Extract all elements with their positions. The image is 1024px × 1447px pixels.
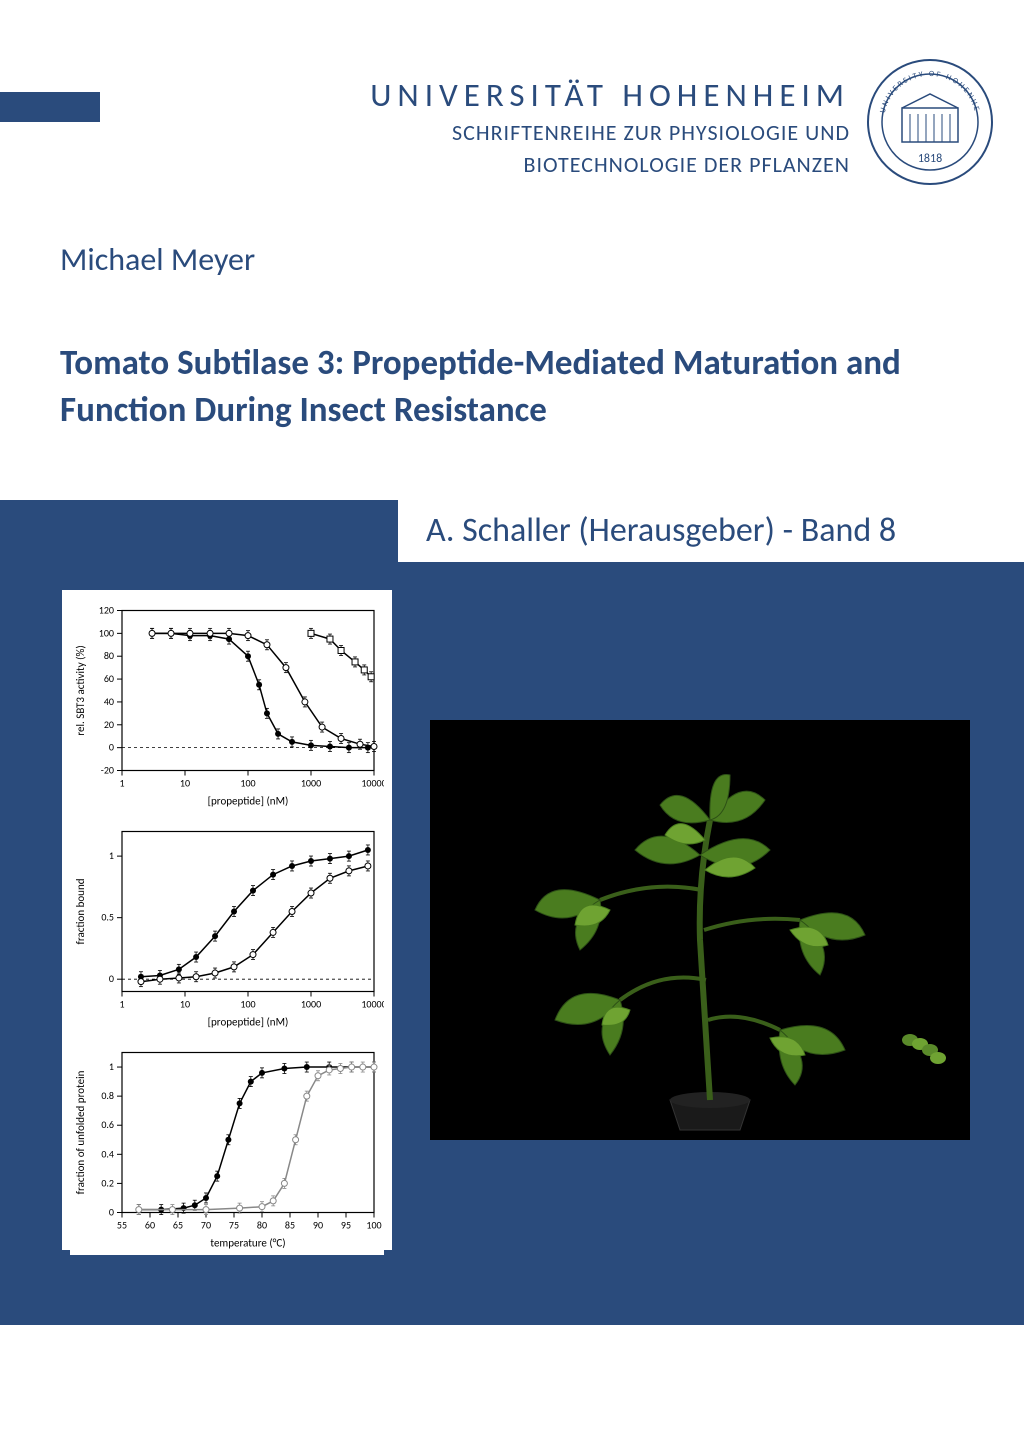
svg-text:60: 60 (104, 672, 114, 685)
svg-text:75: 75 (229, 1219, 239, 1232)
svg-text:1000: 1000 (301, 998, 321, 1011)
svg-text:95: 95 (341, 1219, 351, 1232)
svg-text:100: 100 (99, 626, 114, 639)
svg-text:40: 40 (104, 695, 114, 708)
svg-text:fraction of unfolded protein: fraction of unfolded protein (74, 1070, 87, 1194)
series-subtitle-1: SCHRIFTENREIHE ZUR PHYSIOLOGIE UND (240, 119, 850, 147)
svg-text:1000: 1000 (301, 777, 321, 790)
svg-text:100: 100 (240, 777, 255, 790)
svg-text:65: 65 (173, 1219, 183, 1232)
chart-activity: 1 10 100 1000 10000 -20 0 20 40 60 80 100 120 [propep… (70, 598, 384, 813)
header-text-block: UNIVERSITÄT HOHENHEIM SCHRIFTENREIHE ZUR… (240, 75, 850, 178)
svg-text:55: 55 (117, 1219, 127, 1232)
publisher-text: Cuvillier Verlag Göttingen International… (160, 1351, 503, 1409)
svg-text:0.4: 0.4 (101, 1147, 114, 1160)
svg-text:80: 80 (104, 649, 114, 662)
svg-text:70: 70 (201, 1219, 211, 1232)
svg-text:80: 80 (257, 1219, 267, 1232)
chart-binding: 1 10 100 1000 10000 0 0.5 1 [propeptide] (nM) fra… (70, 819, 384, 1034)
university-name: UNIVERSITÄT HOHENHEIM (240, 75, 850, 115)
svg-text:[propeptide] (nM): [propeptide] (nM) (208, 795, 289, 808)
svg-text:0.6: 0.6 (101, 1118, 114, 1131)
seal-year: 1818 (918, 152, 942, 166)
svg-text:fraction bound: fraction bound (74, 879, 87, 945)
svg-text:1: 1 (109, 849, 114, 862)
book-title: Tomato Subtilase 3: Propeptide-Mediated … (60, 340, 960, 435)
svg-text:0: 0 (109, 972, 114, 985)
svg-text:10: 10 (180, 777, 190, 790)
author-name: Michael Meyer (60, 240, 255, 279)
svg-text:[propeptide] (nM): [propeptide] (nM) (208, 1016, 289, 1029)
svg-text:20: 20 (104, 718, 114, 731)
accent-bar (0, 92, 100, 122)
editor-box: A. Schaller (Herausgeber) - Band 8 (398, 500, 1024, 562)
plant-photo (430, 720, 970, 1140)
svg-text:10000: 10000 (361, 998, 384, 1011)
svg-text:85: 85 (285, 1219, 295, 1232)
svg-text:1: 1 (119, 998, 124, 1011)
charts-panel: 110100100010000-20020406080100120[propep… (62, 590, 392, 1250)
svg-text:0.2: 0.2 (101, 1176, 114, 1189)
svg-text:0.5: 0.5 (101, 911, 114, 924)
university-seal-icon: UNIVERSITY OF HOHENHE 1818 (866, 58, 994, 186)
svg-text:-20: -20 (101, 764, 114, 777)
svg-text:1: 1 (109, 1060, 114, 1073)
svg-text:temperature (°C): temperature (°C) (210, 1237, 285, 1250)
svg-text:10000: 10000 (361, 777, 384, 790)
svg-text:rel. SBT3 activity (%): rel. SBT3 activity (%) (74, 645, 87, 735)
chart-unfolding: 55 60 65 70 75 80 85 90 95 100 0 0.2 0.4 0.6 0.8 1 tempe… (70, 1040, 384, 1255)
svg-text:90: 90 (313, 1219, 323, 1232)
svg-text:0.8: 0.8 (101, 1089, 114, 1102)
series-subtitle-2: BIOTECHNOLOGIE DER PFLANZEN (240, 151, 850, 179)
svg-text:100: 100 (366, 1219, 381, 1232)
publisher-logo-icon (70, 1357, 140, 1407)
svg-text:0: 0 (109, 741, 114, 754)
publisher-name: Cuvillier Verlag Göttingen (160, 1351, 503, 1390)
publisher-tagline: Internationaler wissenschaftlicher Fachv… (160, 1390, 503, 1409)
svg-text:10: 10 (180, 998, 190, 1011)
svg-text:60: 60 (145, 1219, 155, 1232)
svg-text:0: 0 (109, 1206, 114, 1219)
svg-text:120: 120 (99, 604, 114, 617)
svg-text:1: 1 (119, 777, 124, 790)
svg-text:100: 100 (240, 998, 255, 1011)
